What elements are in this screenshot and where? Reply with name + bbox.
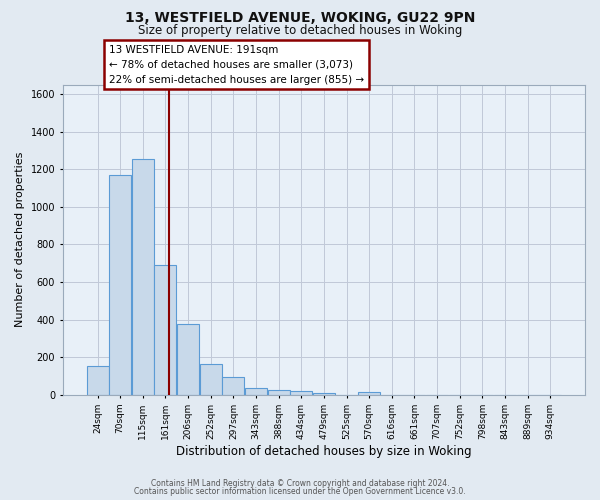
Bar: [268, 390, 290, 395]
Bar: [86, 366, 109, 395]
Bar: [223, 378, 244, 395]
Bar: [245, 388, 267, 395]
Text: Contains public sector information licensed under the Open Government Licence v3: Contains public sector information licen…: [134, 487, 466, 496]
Text: 13 WESTFIELD AVENUE: 191sqm
← 78% of detached houses are smaller (3,073)
22% of : 13 WESTFIELD AVENUE: 191sqm ← 78% of det…: [109, 45, 364, 84]
Bar: [358, 392, 380, 395]
Bar: [313, 393, 335, 395]
Text: Size of property relative to detached houses in Woking: Size of property relative to detached ho…: [138, 24, 462, 37]
X-axis label: Distribution of detached houses by size in Woking: Distribution of detached houses by size …: [176, 444, 472, 458]
Bar: [177, 324, 199, 395]
Bar: [154, 265, 176, 395]
Y-axis label: Number of detached properties: Number of detached properties: [15, 152, 25, 328]
Bar: [109, 175, 131, 395]
Bar: [132, 159, 154, 395]
Text: 13, WESTFIELD AVENUE, WOKING, GU22 9PN: 13, WESTFIELD AVENUE, WOKING, GU22 9PN: [125, 11, 475, 25]
Bar: [200, 364, 222, 395]
Bar: [290, 391, 312, 395]
Text: Contains HM Land Registry data © Crown copyright and database right 2024.: Contains HM Land Registry data © Crown c…: [151, 478, 449, 488]
